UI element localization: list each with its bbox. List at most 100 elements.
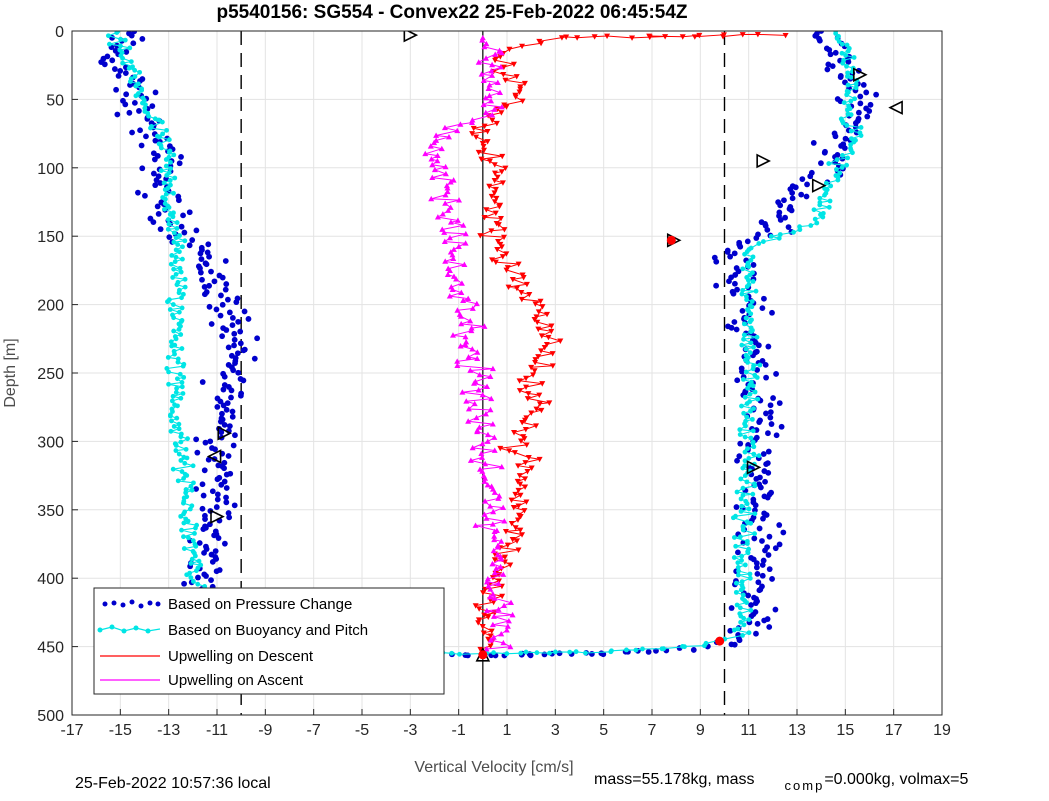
buoyancy-pitch-point (120, 60, 126, 66)
upwelling-ascent-point (476, 371, 483, 378)
upwelling-ascent-point (488, 97, 495, 104)
pressure-change-point (808, 169, 815, 176)
buoyancy-pitch-point (737, 427, 743, 433)
buoyancy-pitch-point (166, 369, 171, 375)
pressure-change-point (199, 276, 205, 283)
triangle-marker (217, 425, 233, 441)
upwelling-ascent-point (429, 174, 436, 181)
pressure-change-point (810, 140, 817, 146)
pressure-change-point (763, 374, 769, 381)
pressure-change-point (776, 400, 783, 407)
upwelling-ascent-point (465, 418, 472, 424)
upwelling-descent-point (679, 34, 686, 40)
pressure-change-point (764, 544, 771, 550)
buoyancy-pitch-point (518, 650, 524, 656)
buoyancy-pitch-point (756, 241, 762, 246)
buoyancy-pitch-point (196, 558, 202, 564)
upwelling-ascent-point (473, 414, 480, 421)
pressure-change-point (229, 315, 236, 321)
upwelling-descent-point (491, 199, 498, 205)
pressure-change-point (223, 485, 230, 491)
buoyancy-pitch-point (839, 50, 845, 56)
pressure-change-point (748, 602, 754, 608)
pressure-change-point (750, 262, 757, 268)
pressure-change-point (219, 410, 225, 417)
pressure-change-point (772, 606, 779, 613)
upwelling-ascent-point (497, 553, 504, 560)
pressure-change-point (223, 327, 230, 333)
buoyancy-pitch-point (165, 226, 171, 232)
buoyancy-pitch-point (777, 232, 783, 237)
buoyancy-pitch-point (845, 111, 851, 117)
upwelling-descent-point (536, 456, 543, 463)
buoyancy-pitch-point (748, 325, 754, 331)
upwelling-descent-point (499, 254, 506, 260)
upwelling-descent-point (537, 298, 544, 305)
upwelling-ascent-point (500, 639, 507, 646)
pressure-change-point (754, 620, 761, 627)
buoyancy-pitch-point (573, 649, 579, 655)
upwelling-ascent-point (450, 246, 457, 252)
buoyancy-pitch-point (743, 418, 749, 424)
buoyancy-pitch-point (833, 31, 839, 34)
x-tick-label: -15 (109, 722, 132, 739)
pressure-change-point (782, 214, 788, 221)
pressure-change-point (237, 392, 244, 399)
x-tick-label: 7 (648, 722, 657, 739)
upwelling-descent-point (516, 89, 523, 95)
upwelling-descent-point (511, 430, 518, 436)
pressure-change-point (226, 514, 233, 521)
pressure-change-point (760, 515, 766, 522)
buoyancy-pitch-point (176, 421, 182, 427)
pressure-change-point (222, 286, 229, 293)
upwelling-descent-point (528, 364, 535, 371)
upwelling-descent-point (475, 620, 482, 626)
upwelling-ascent-point (463, 398, 470, 404)
upwelling-ascent-point (488, 483, 495, 489)
buoyancy-pitch-point (188, 561, 194, 566)
pressure-change-point (765, 430, 771, 437)
buoyancy-pitch-point (182, 238, 188, 244)
pressure-change-point (223, 406, 230, 413)
pressure-change-point (762, 361, 769, 368)
pressure-change-point (766, 533, 773, 540)
upwelling-descent-point (494, 246, 501, 253)
pressure-change-point (764, 460, 771, 467)
buoyancy-pitch-point (175, 403, 180, 409)
upwelling-descent-point (522, 426, 529, 433)
upwelling-ascent-point (495, 580, 502, 586)
upwelling-descent-point (523, 281, 530, 288)
upwelling-descent-point (525, 455, 532, 461)
buoyancy-pitch-point (826, 204, 832, 210)
upwelling-ascent-point (480, 101, 487, 108)
legend-label-descent: Upwelling on Descent (168, 648, 314, 665)
upwelling-ascent-point (498, 630, 505, 637)
pressure-change-point (212, 548, 219, 554)
upwelling-ascent (422, 34, 516, 652)
upwelling-ascent-point (444, 271, 451, 277)
pressure-change-point (780, 529, 787, 536)
upwelling-ascent-point (490, 547, 497, 554)
pressure-change-point (115, 73, 122, 79)
buoyancy-pitch-point (731, 535, 737, 540)
upwelling-ascent-point (500, 571, 507, 577)
pressure-change-point (222, 258, 229, 264)
pressure-change-point (855, 109, 862, 116)
buoyancy-pitch-point (750, 491, 756, 497)
pressure-change-point (231, 330, 238, 337)
pressure-change-point (218, 481, 225, 488)
buoyancy-pitch-point (171, 190, 176, 196)
pressure-change-point (226, 309, 233, 316)
upwelling-ascent-point (476, 424, 483, 430)
pressure-change-point (767, 409, 774, 416)
upwelling-descent-point (538, 40, 545, 47)
buoyancy-pitch-point (174, 226, 180, 231)
buoyancy-pitch-point (174, 220, 180, 225)
pressure-change-point (220, 402, 227, 409)
buoyancy-pitch-point (183, 446, 189, 452)
upwelling-descent-point (539, 304, 546, 310)
upwelling-descent-point (505, 284, 512, 290)
buoyancy-pitch-point (733, 543, 739, 549)
upwelling-ascent-point (442, 170, 449, 177)
buoyancy-pitch-point (839, 41, 845, 47)
